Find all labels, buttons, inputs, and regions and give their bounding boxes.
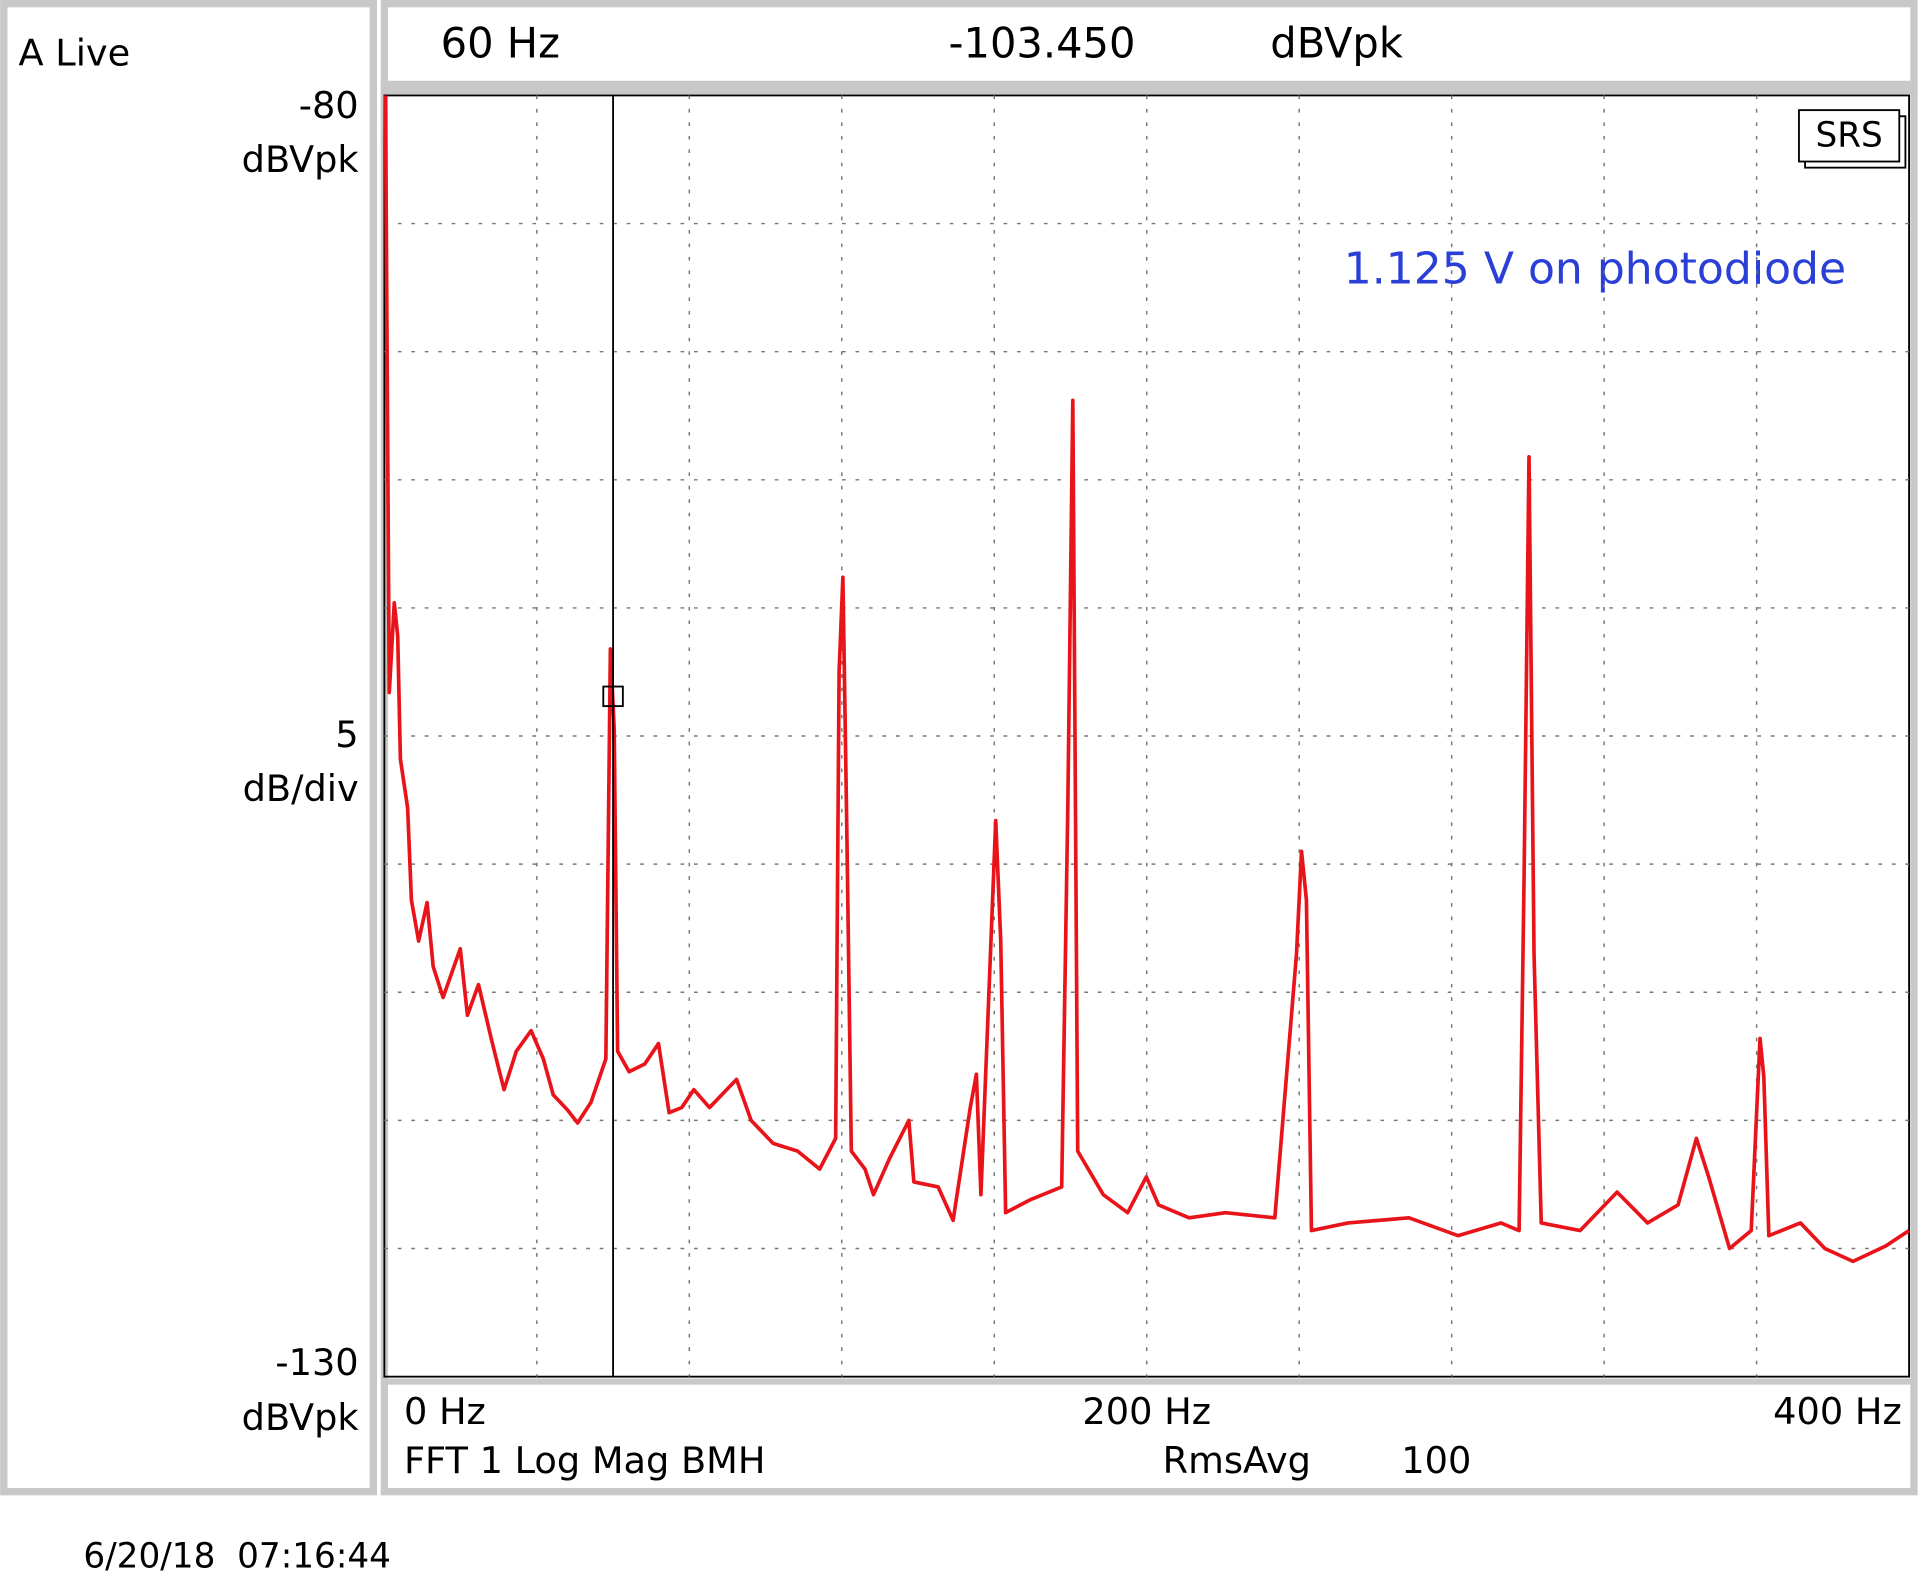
timestamp: 6/20/18 07:16:44 xyxy=(83,1536,391,1576)
y-unit-top: dBVpk xyxy=(242,138,360,181)
y-per-div: 5 xyxy=(335,713,358,756)
trace xyxy=(383,95,1911,1264)
measurement: FFT 1 Log Mag BMH xyxy=(404,1439,765,1482)
y-tick-label: -80 xyxy=(299,84,359,127)
logo: SRS xyxy=(1815,116,1882,156)
y-per-div-label: dB/div xyxy=(243,767,359,810)
title: A Live xyxy=(18,32,130,75)
y-unit-bottom: dBVpk xyxy=(242,1396,360,1439)
cursor-unit: dBVpk xyxy=(1270,19,1403,68)
cursor-marker xyxy=(602,685,624,708)
x-tick-label: 200 Hz xyxy=(1082,1390,1211,1433)
averaging-label: RmsAvg xyxy=(1163,1439,1311,1482)
annotation: 1.125 V on photodiode xyxy=(1344,244,1846,295)
y-tick-label: -130 xyxy=(275,1341,358,1384)
cursor-y-label: -103.450 xyxy=(948,19,1135,68)
logo-box xyxy=(1798,109,1901,163)
averaging-count: 100 xyxy=(1401,1439,1471,1482)
header-panel xyxy=(380,0,1918,89)
left-panel xyxy=(0,0,378,1496)
x-tick-label: 400 Hz xyxy=(1773,1390,1902,1433)
x-tick-label: 0 Hz xyxy=(404,1390,486,1433)
cursor-x-label: 60 Hz xyxy=(441,19,560,68)
